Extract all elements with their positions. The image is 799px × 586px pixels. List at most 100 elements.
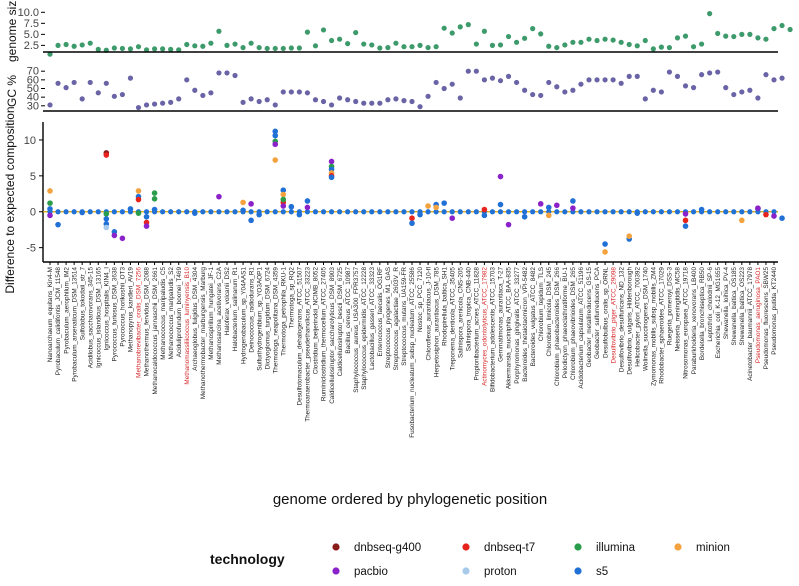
x-category-label: Ruminiclostridium_thermocellum_ATCC_2740… — [321, 267, 328, 402]
difference-point — [505, 221, 512, 228]
difference-point — [47, 212, 53, 219]
x-category-label: Rhodopirellula_baltica_SH1 — [441, 267, 448, 346]
x-category-label: Rhodobacter_sphaeroides_ATCC_17029 — [659, 267, 666, 384]
difference-point — [682, 223, 689, 229]
x-category-label: Sulfurihydrogenibium_sp_YO3AOP1 — [256, 267, 263, 371]
genome-size-point — [393, 40, 399, 46]
difference-point — [545, 204, 552, 211]
x-category-label: Pseudomonas_aeruginosa_PAO1 — [755, 267, 762, 364]
gc-tick-label: 50 — [27, 83, 39, 95]
genome-size-point — [481, 28, 487, 34]
gc-point — [200, 92, 206, 99]
difference-point — [739, 209, 745, 215]
x-category-label: Methanothermus_fervidus_DSM_2088 — [144, 267, 151, 377]
genome-size-point — [578, 39, 584, 45]
x-category-label: Pyrococcus_furiosus_DSM_3638 — [112, 267, 119, 362]
difference-point — [216, 193, 222, 200]
gc-point — [489, 75, 496, 81]
gc-point — [546, 79, 552, 86]
x-category-label: Archaeoglobus_fulgidus_DSM_4304 — [192, 267, 199, 371]
x-category-label: Pseudomonas_fluorescens_SBW25 — [763, 267, 770, 370]
x-category-label: Desulfotomaculum_dehalogenans_ATCC_51507 — [297, 267, 304, 406]
gc-point — [111, 93, 117, 99]
genome-size-point — [95, 46, 101, 52]
x-category-label: Wolinella_succinogenes_DSM_1740 — [642, 267, 649, 371]
difference-point — [425, 203, 431, 209]
difference-point — [626, 209, 632, 215]
difference-point — [71, 209, 77, 215]
difference-point — [586, 209, 592, 215]
x-category-label: Bacillus_cereus_ATCC_10987 — [345, 267, 352, 354]
gc-point — [272, 102, 278, 108]
genome-size-point — [111, 45, 117, 51]
genome-size-point — [160, 46, 166, 52]
difference-point — [433, 204, 439, 211]
gc-point — [95, 90, 101, 96]
genome-size-point — [779, 22, 785, 29]
genome-size-point — [224, 42, 230, 48]
x-category-label: Chlorobium_phaeobacteroides_DSM_266 — [554, 267, 561, 386]
difference-point — [272, 132, 279, 139]
gc-point — [135, 104, 142, 111]
x-category-label: Streptococcus_mutans_UA159-FR — [401, 267, 408, 366]
genome-size-point — [176, 47, 182, 53]
difference-tick-label: 5 — [30, 171, 36, 183]
difference-point — [481, 206, 488, 213]
difference-point — [465, 209, 471, 215]
difference-point — [489, 209, 496, 215]
difference-point — [103, 211, 110, 217]
x-category-label: Pelodictyon_phaeoclathratiforme_BU-1 — [562, 267, 569, 379]
difference-point — [698, 206, 705, 213]
x-category-label: Enterococcus_faecalis_OG1RF — [377, 267, 384, 357]
gc-tick-label: 70 — [27, 66, 39, 78]
gc-point — [87, 79, 93, 86]
x-category-label: Methanocaldococcus_jannaschii_DSM_2661 — [152, 267, 159, 395]
genome-size-point — [642, 37, 648, 44]
gc-point — [739, 89, 745, 95]
x-category-label: Hydrogenobaculum_sp_Y04AAS1 — [240, 267, 247, 364]
difference-point — [224, 209, 230, 215]
genome-size-point — [369, 42, 375, 48]
genome-size-point — [787, 26, 793, 33]
difference-point — [143, 213, 150, 220]
genome-size-point — [755, 35, 761, 41]
difference-point — [409, 215, 415, 222]
difference-point — [530, 209, 536, 215]
difference-point — [111, 232, 118, 239]
legend-label: s5 — [596, 566, 608, 578]
difference-point — [763, 211, 769, 218]
difference-point — [320, 209, 327, 215]
difference-point — [473, 209, 479, 215]
x-category-label: Pyrobaculum_calidifontis_JCM_11548 — [55, 267, 62, 376]
genome-size-point — [546, 43, 552, 49]
gc-point — [216, 70, 222, 76]
genome-size-point — [763, 36, 769, 42]
x-category-label: Shewanella_baltica_OS223 — [739, 267, 746, 346]
gc-point — [103, 80, 109, 86]
gc-tick-label: 40 — [27, 92, 39, 104]
difference-point — [618, 209, 624, 215]
legend-label: pacbio — [354, 566, 388, 578]
difference-point — [151, 190, 158, 196]
legend-title: technology — [210, 551, 285, 567]
x-category-label: Methanobrevibacter_oralis_DSM_7256 — [136, 267, 143, 378]
genome-size-point — [256, 44, 262, 51]
x-category-label: Caldicellulosiruptor_saccharolyticus_DSM… — [329, 267, 336, 404]
gc-point — [481, 77, 487, 83]
gc-point — [699, 72, 705, 78]
genome-size-point — [530, 26, 536, 32]
x-category-label: Leptothrix_cholodnii_SP-6 — [707, 267, 714, 342]
genome-size-point — [168, 46, 174, 52]
gc-point — [248, 96, 254, 102]
difference-point — [55, 221, 61, 228]
difference-point — [216, 209, 222, 215]
genome-size-point — [747, 31, 753, 37]
difference-point — [103, 224, 110, 231]
x-category-label: Desulfovibrio_vulgaris_Hildenborough — [626, 267, 633, 375]
genome-size-point — [248, 40, 254, 46]
difference-point — [537, 201, 544, 207]
x-category-label: Desulfovibrio_piger_ATCC_29098 — [610, 267, 617, 364]
gc-point — [208, 90, 214, 96]
x-category-label: Halobacterium_salinarum_R1 — [232, 267, 239, 352]
